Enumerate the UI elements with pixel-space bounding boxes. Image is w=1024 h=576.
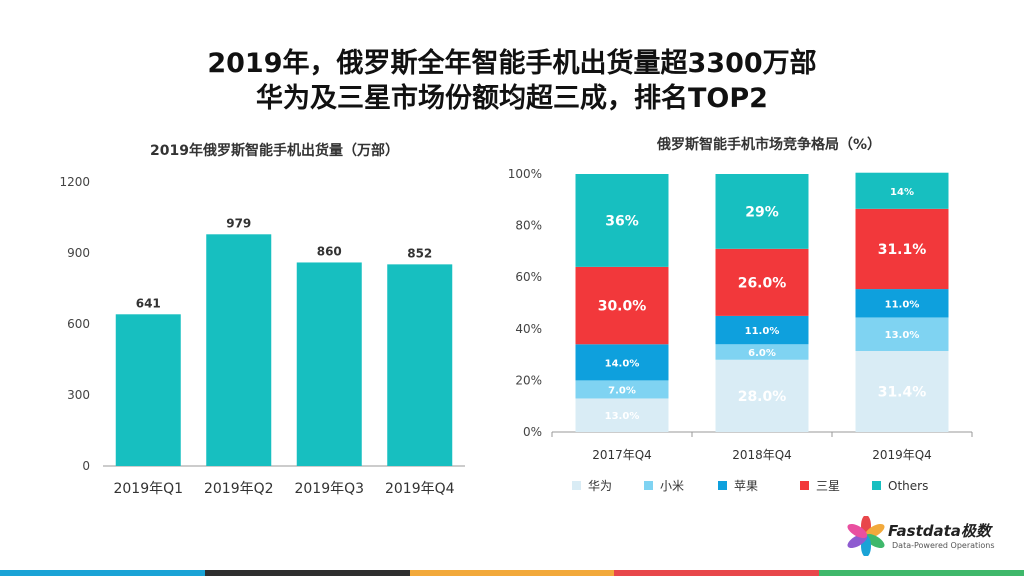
segment-value-label: 26.0% bbox=[738, 275, 787, 291]
bar-value-label: 979 bbox=[226, 216, 251, 230]
bar-value-label: 860 bbox=[317, 244, 342, 258]
segment-value-label: 13.0% bbox=[605, 411, 640, 422]
bar bbox=[115, 314, 181, 466]
y-tick-label: 0 bbox=[82, 459, 90, 473]
x-tick-label: 2017年Q4 bbox=[592, 448, 652, 462]
legend-label: 华为 bbox=[588, 479, 612, 493]
y-tick-label: 600 bbox=[67, 317, 90, 331]
legend-swatch bbox=[644, 481, 653, 490]
segment-value-label: 30.0% bbox=[598, 299, 647, 315]
segment-value-label: 11.0% bbox=[745, 326, 780, 337]
x-tick-label: 2018年Q4 bbox=[732, 448, 792, 462]
stack-segment bbox=[855, 172, 949, 209]
footer-color-strip bbox=[0, 570, 1024, 576]
legend-swatch bbox=[872, 481, 881, 490]
x-tick-label: 2019年Q4 bbox=[872, 448, 932, 462]
bar-value-label: 852 bbox=[407, 246, 432, 260]
segment-value-label: 28.0% bbox=[738, 389, 787, 405]
segment-value-label: 14% bbox=[890, 187, 914, 198]
segment-value-label: 13.0% bbox=[885, 330, 920, 341]
legend-swatch bbox=[572, 481, 581, 490]
y-tick-label: 20% bbox=[515, 373, 542, 387]
left-chart-title: 2019年俄罗斯智能手机出货量（万部） bbox=[150, 143, 399, 159]
y-tick-label: 100% bbox=[508, 167, 542, 181]
y-tick-label: 300 bbox=[67, 388, 90, 402]
footer-color-segment bbox=[614, 570, 820, 576]
page-title-line1: 2019年，俄罗斯全年智能手机出货量超3300万部 bbox=[207, 48, 817, 79]
footer-color-segment bbox=[204, 570, 410, 576]
brand-logo: Fastdata极数 Data-Powered Operations bbox=[846, 514, 1016, 562]
legend-swatch bbox=[800, 481, 809, 490]
x-tick-label: 2019年Q2 bbox=[204, 481, 274, 497]
stack-segment bbox=[855, 317, 949, 351]
stack-segment bbox=[855, 208, 949, 290]
stack-segment bbox=[575, 174, 669, 267]
brand-tagline: Data-Powered Operations bbox=[892, 541, 995, 550]
y-tick-label: 60% bbox=[515, 270, 542, 284]
legend-label: 苹果 bbox=[734, 479, 758, 493]
x-tick-label: 2019年Q4 bbox=[385, 481, 455, 497]
segment-value-label: 14.0% bbox=[605, 358, 640, 369]
pinwheel-logo-icon bbox=[847, 516, 885, 556]
stack-segment bbox=[575, 398, 669, 432]
stack-segment bbox=[855, 289, 949, 318]
stack-segment bbox=[715, 344, 809, 360]
footer-color-segment bbox=[819, 570, 1024, 576]
segment-value-label: 7.0% bbox=[608, 385, 636, 396]
legend-swatch bbox=[718, 481, 727, 490]
stack-segment bbox=[855, 350, 949, 432]
segment-value-label: 6.0% bbox=[748, 348, 776, 359]
x-tick-label: 2019年Q1 bbox=[113, 481, 183, 497]
segment-value-label: 11.0% bbox=[885, 299, 920, 310]
stack-segment bbox=[715, 315, 809, 345]
stack-segment bbox=[575, 380, 669, 399]
bar bbox=[387, 264, 453, 466]
legend-label: 三星 bbox=[816, 479, 840, 493]
bar bbox=[206, 234, 272, 466]
segment-value-label: 31.4% bbox=[878, 384, 927, 400]
y-tick-label: 80% bbox=[515, 219, 542, 233]
y-tick-label: 900 bbox=[67, 246, 90, 260]
legend-label: Others bbox=[888, 479, 928, 493]
bar-value-label: 641 bbox=[136, 296, 161, 310]
y-tick-label: 40% bbox=[515, 322, 542, 336]
segment-value-label: 31.1% bbox=[878, 242, 927, 258]
legend-label: 小米 bbox=[660, 479, 684, 493]
footer-color-segment bbox=[409, 570, 615, 576]
bar bbox=[296, 262, 362, 466]
stack-segment bbox=[715, 359, 809, 432]
right-chart-title: 俄罗斯智能手机市场竞争格局（%） bbox=[657, 137, 882, 153]
stack-segment bbox=[575, 266, 669, 345]
y-tick-label: 0% bbox=[523, 425, 542, 439]
brand-name: Fastdata极数 bbox=[888, 522, 991, 540]
y-tick-label: 1200 bbox=[59, 175, 90, 189]
segment-value-label: 36% bbox=[605, 213, 639, 229]
stack-segment bbox=[715, 174, 809, 249]
x-tick-label: 2019年Q3 bbox=[294, 481, 364, 497]
page-title-line2: 华为及三星市场份额均超三成，排名TOP2 bbox=[256, 83, 768, 114]
stack-segment bbox=[575, 344, 669, 381]
footer-color-segment bbox=[0, 570, 205, 576]
stack-segment bbox=[715, 248, 809, 316]
segment-value-label: 29% bbox=[745, 204, 779, 220]
